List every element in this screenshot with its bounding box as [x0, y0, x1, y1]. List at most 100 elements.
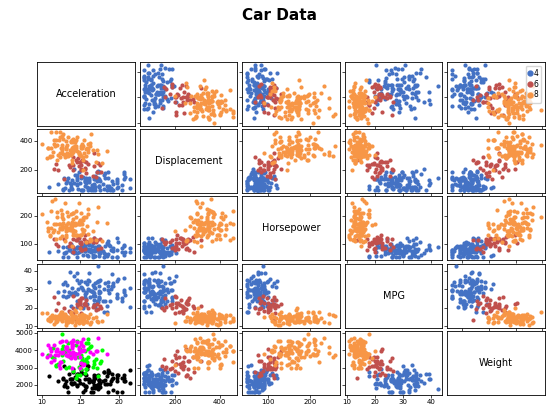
- Point: [263, 91, 272, 97]
- Point: [466, 89, 475, 95]
- Point: [86, 321, 95, 328]
- Point: [505, 141, 514, 148]
- Point: [277, 344, 286, 351]
- Point: [114, 184, 123, 191]
- Point: [467, 181, 476, 187]
- Point: [459, 75, 468, 81]
- Point: [524, 104, 533, 110]
- Point: [203, 97, 212, 104]
- Point: [260, 100, 269, 106]
- Point: [388, 185, 396, 192]
- Point: [464, 184, 473, 191]
- Point: [72, 232, 81, 239]
- Point: [510, 91, 519, 97]
- Point: [296, 318, 305, 324]
- Point: [178, 366, 187, 373]
- Point: [61, 228, 70, 234]
- Point: [94, 278, 103, 285]
- Point: [473, 175, 482, 181]
- Point: [523, 152, 532, 159]
- Point: [153, 302, 162, 309]
- Point: [207, 111, 216, 118]
- Point: [349, 365, 358, 372]
- Point: [525, 232, 534, 239]
- Point: [57, 308, 66, 315]
- Point: [120, 173, 129, 180]
- Point: [351, 215, 360, 221]
- Point: [456, 92, 465, 98]
- Point: [460, 290, 469, 297]
- Point: [210, 89, 219, 96]
- Point: [152, 375, 161, 382]
- Point: [167, 364, 176, 371]
- Point: [274, 349, 283, 356]
- Point: [64, 371, 73, 378]
- Point: [426, 375, 435, 382]
- Point: [460, 98, 469, 105]
- Point: [254, 82, 263, 89]
- Point: [221, 316, 230, 323]
- Point: [520, 136, 529, 143]
- Point: [94, 383, 103, 390]
- Point: [45, 154, 54, 160]
- Point: [264, 300, 273, 307]
- Point: [500, 152, 509, 159]
- Point: [460, 239, 469, 246]
- Point: [460, 246, 469, 253]
- Point: [515, 88, 524, 94]
- Point: [266, 162, 275, 168]
- Point: [53, 142, 62, 148]
- Point: [208, 320, 217, 327]
- Point: [67, 317, 76, 323]
- Point: [246, 90, 255, 97]
- Point: [302, 92, 311, 99]
- Point: [399, 370, 408, 377]
- Point: [310, 339, 319, 346]
- Point: [80, 227, 88, 234]
- Point: [90, 301, 99, 307]
- Point: [293, 110, 302, 117]
- Point: [263, 160, 272, 167]
- Point: [365, 101, 374, 108]
- Point: [139, 254, 148, 261]
- Point: [198, 343, 207, 350]
- Point: [228, 318, 237, 325]
- Point: [523, 311, 532, 318]
- Point: [502, 232, 511, 239]
- Point: [66, 226, 74, 233]
- Point: [255, 305, 264, 312]
- Point: [84, 186, 93, 193]
- Point: [251, 81, 260, 88]
- Point: [487, 110, 496, 117]
- Point: [76, 167, 85, 173]
- Point: [296, 341, 305, 348]
- Point: [156, 249, 165, 256]
- Point: [102, 308, 111, 315]
- Point: [176, 301, 185, 308]
- Point: [354, 99, 363, 106]
- Point: [204, 359, 213, 365]
- Point: [46, 207, 55, 214]
- Point: [310, 99, 319, 106]
- Point: [151, 70, 160, 77]
- Point: [197, 349, 206, 356]
- Point: [398, 66, 407, 73]
- Point: [44, 144, 53, 151]
- Point: [55, 149, 64, 156]
- Point: [313, 97, 322, 103]
- Point: [58, 374, 67, 381]
- Point: [216, 235, 225, 242]
- Point: [176, 360, 185, 367]
- Point: [349, 345, 358, 352]
- Point: [63, 226, 72, 233]
- Point: [502, 102, 511, 109]
- Point: [385, 241, 394, 248]
- Point: [195, 95, 204, 102]
- Point: [507, 106, 516, 113]
- Point: [359, 226, 368, 233]
- Point: [464, 252, 473, 259]
- Point: [244, 363, 253, 370]
- Point: [147, 371, 156, 378]
- Point: [478, 186, 487, 193]
- Point: [88, 288, 97, 295]
